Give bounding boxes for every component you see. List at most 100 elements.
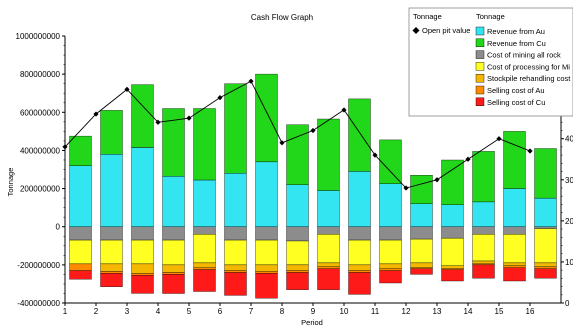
- y-tick-label: 200000000: [20, 185, 61, 194]
- open-pit-value-point: [279, 140, 285, 146]
- bar-cost-of-mining-all-rock-period-8: [286, 226, 309, 242]
- bar-stockpile-rehandling-cost-period-6: [224, 264, 247, 271]
- open-pit-value-point: [496, 136, 502, 142]
- bar-selling-cost-of-cu-period-2: [100, 273, 123, 287]
- bar-selling-cost-of-cu-period-12: [410, 268, 433, 275]
- bar-stockpile-rehandling-cost-period-8: [286, 264, 309, 271]
- bar-cost-of-mining-all-rock-period-11: [379, 226, 402, 241]
- bar-cost-of-processing-for-mi-period-16: [534, 228, 557, 264]
- bar-revenue-from-au-period-12: [410, 203, 433, 227]
- bar-selling-cost-of-au-period-9: [317, 266, 340, 269]
- bar-stockpile-rehandling-cost-period-12: [410, 262, 433, 268]
- bar-revenue-from-au-period-2: [100, 154, 123, 227]
- bar-selling-cost-of-au-period-10: [348, 270, 371, 273]
- bar-revenue-from-au-period-16: [534, 197, 557, 227]
- bar-cost-of-mining-all-rock-period-16: [534, 226, 557, 229]
- bar-cost-of-mining-all-rock-period-12: [410, 226, 433, 240]
- x-tick-label: 5: [187, 307, 192, 316]
- open-pit-value-line-layer: [62, 78, 533, 191]
- bar-cost-of-mining-all-rock-period-14: [472, 226, 495, 235]
- bar-revenue-from-cu-period-8: [286, 124, 309, 185]
- legend-header-left: Tonnage: [413, 12, 442, 21]
- legend-label-selling-cost-of-cu: Selling cost of Cu: [487, 98, 545, 107]
- bar-revenue-from-au-period-6: [224, 173, 247, 227]
- x-axis-title: Period: [301, 318, 323, 327]
- bar-selling-cost-of-au-period-6: [224, 270, 247, 273]
- bar-revenue-from-cu-period-13: [441, 159, 464, 205]
- bar-revenue-from-cu-period-12: [410, 175, 433, 204]
- bar-selling-cost-of-au-period-5: [193, 267, 216, 270]
- bar-stockpile-rehandling-cost-period-15: [503, 262, 526, 266]
- bar-stockpile-rehandling-cost-period-13: [441, 265, 464, 269]
- open-pit-value-point: [372, 152, 378, 158]
- open-pit-value-point: [186, 115, 192, 121]
- bar-selling-cost-of-au-period-15: [503, 265, 526, 268]
- open-pit-value-point: [124, 86, 130, 92]
- bar-selling-cost-of-cu-period-11: [379, 270, 402, 284]
- bar-revenue-from-cu-period-15: [503, 131, 526, 189]
- bar-selling-cost-of-cu-period-8: [286, 272, 309, 290]
- bar-selling-cost-of-cu-period-5: [193, 269, 216, 292]
- open-pit-value-point: [465, 156, 471, 162]
- bar-revenue-from-au-period-5: [193, 179, 216, 227]
- bar-cost-of-mining-all-rock-period-1: [69, 226, 92, 241]
- bar-revenue-from-au-period-4: [162, 176, 185, 227]
- bar-selling-cost-of-au-period-3: [131, 273, 154, 276]
- bar-selling-cost-of-cu-period-3: [131, 275, 154, 294]
- y-tick-label: 400000000: [20, 146, 61, 155]
- y-tick-label: 0: [56, 223, 61, 232]
- bar-cost-of-processing-for-mi-period-7: [255, 239, 278, 266]
- y-tick-label: 800000000: [20, 70, 61, 79]
- bar-revenue-from-cu-period-9: [317, 118, 340, 191]
- bar-selling-cost-of-au-period-2: [100, 271, 123, 274]
- x-tick-label: 2: [94, 307, 99, 316]
- y-tick-label: -200000000: [17, 261, 60, 270]
- legend-box: [408, 7, 573, 117]
- bar-layer: [69, 73, 557, 299]
- bar-stockpile-rehandling-cost-period-9: [317, 262, 340, 267]
- bar-stockpile-rehandling-cost-period-14: [472, 260, 495, 265]
- bar-revenue-from-au-period-11: [379, 183, 402, 227]
- bar-revenue-from-au-period-7: [255, 161, 278, 227]
- bar-revenue-from-cu-period-7: [255, 73, 278, 162]
- bar-cost-of-mining-all-rock-period-15: [503, 226, 526, 235]
- open-pit-value-point: [93, 111, 99, 117]
- bar-cost-of-mining-all-rock-period-13: [441, 226, 464, 239]
- legend-swatch-stockpile-rehandling-cost: [475, 73, 485, 83]
- bar-selling-cost-of-cu-period-6: [224, 272, 247, 296]
- bar-cost-of-processing-for-mi-period-2: [100, 239, 123, 265]
- bar-cost-of-mining-all-rock-period-5: [193, 226, 216, 235]
- bar-revenue-from-au-period-15: [503, 188, 526, 227]
- chart-title: Cash Flow Graph: [251, 13, 313, 22]
- y2-tick-label: 10: [565, 258, 573, 267]
- x-tick-label: 4: [156, 307, 161, 316]
- bar-stockpile-rehandling-cost-period-10: [348, 264, 371, 271]
- x-tick-label: 9: [311, 307, 316, 316]
- bar-cost-of-processing-for-mi-period-11: [379, 239, 402, 265]
- bar-selling-cost-of-cu-period-4: [162, 274, 185, 294]
- legend-swatch-selling-cost-of-cu: [475, 97, 485, 107]
- bar-selling-cost-of-cu-period-13: [441, 269, 464, 282]
- x-tick-label: 16: [526, 307, 535, 316]
- y2-tick-label: 0: [565, 299, 570, 308]
- bar-stockpile-rehandling-cost-period-7: [255, 264, 278, 272]
- legend-label-revenue-from-cu: Revenue from Cu: [487, 39, 546, 48]
- bar-revenue-from-au-period-1: [69, 165, 92, 227]
- x-tick-label: 6: [218, 307, 223, 316]
- bar-revenue-from-cu-period-2: [100, 110, 123, 155]
- y-tick-label: 600000000: [20, 108, 61, 117]
- legend-swatch-selling-cost-of-au: [475, 85, 485, 95]
- bar-stockpile-rehandling-cost-period-2: [100, 263, 123, 272]
- bar-cost-of-processing-for-mi-period-1: [69, 239, 92, 265]
- legend-label-selling-cost-of-au: Selling cost of Au: [487, 86, 545, 95]
- x-tick-label: 11: [371, 307, 380, 316]
- bar-cost-of-mining-all-rock-period-3: [131, 226, 154, 241]
- bar-cost-of-mining-all-rock-period-10: [348, 226, 371, 241]
- bar-cost-of-processing-for-mi-period-13: [441, 238, 464, 267]
- bar-selling-cost-of-cu-period-7: [255, 273, 278, 299]
- x-tick-label: 14: [464, 307, 473, 316]
- legend: Tonnage Tonnage Open pit value Revenue f…: [408, 7, 573, 117]
- open-pit-value-point: [403, 185, 409, 191]
- bar-revenue-from-cu-period-14: [472, 151, 495, 203]
- open-pit-value-point: [527, 148, 533, 154]
